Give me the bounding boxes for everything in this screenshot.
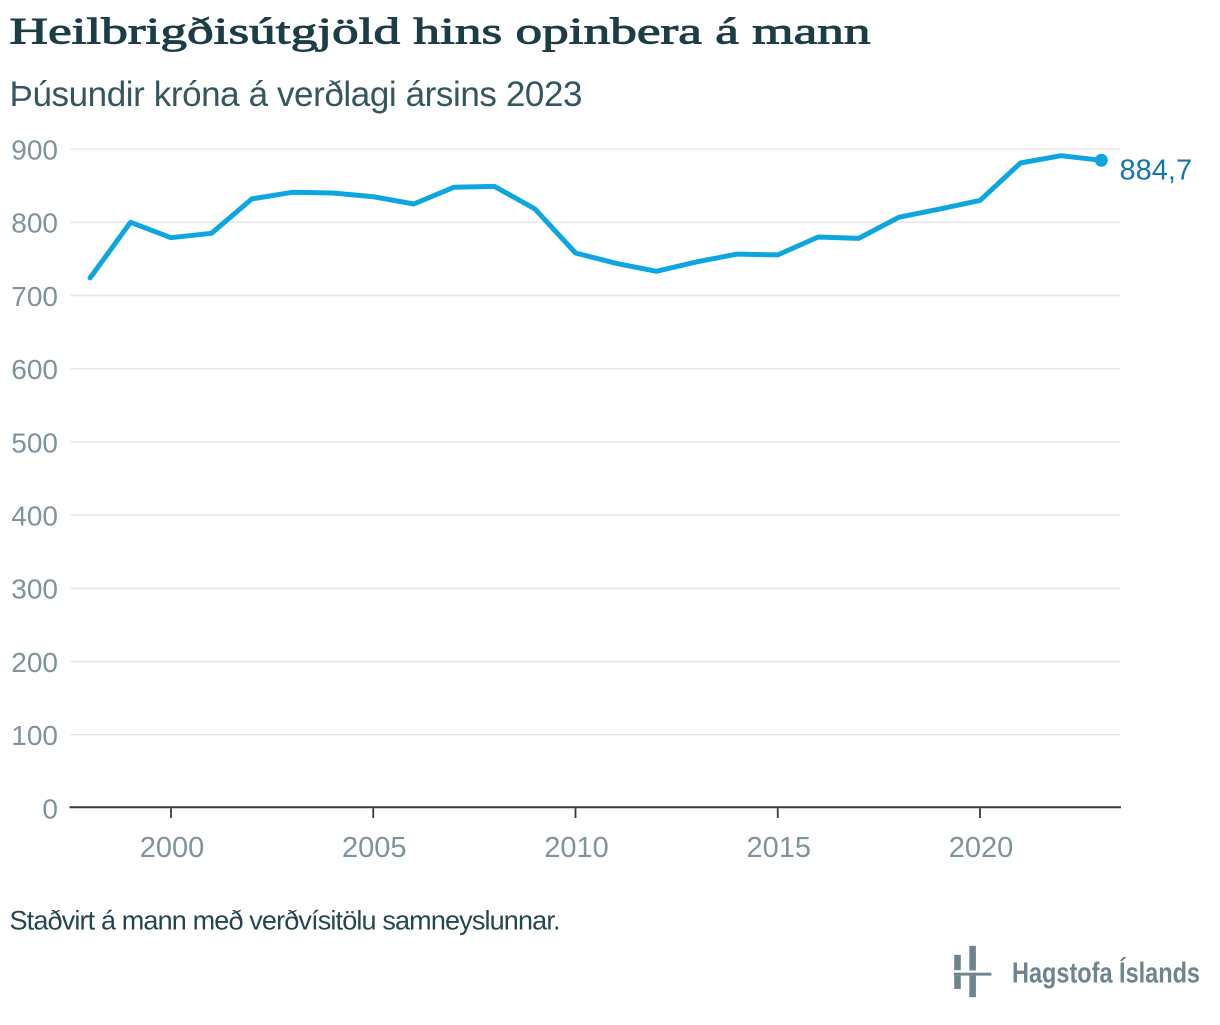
- svg-text:400: 400: [11, 501, 58, 532]
- svg-text:Hagstofa Íslands: Hagstofa Íslands: [1012, 956, 1200, 990]
- svg-text:2000: 2000: [140, 832, 205, 864]
- svg-text:100: 100: [11, 720, 58, 751]
- svg-text:900: 900: [11, 135, 58, 166]
- svg-text:600: 600: [11, 354, 58, 385]
- svg-text:2010: 2010: [544, 832, 609, 864]
- svg-text:Þúsundir króna á verðlagi ársi: Þúsundir króna á verðlagi ársins 2023: [10, 75, 583, 114]
- svg-text:800: 800: [11, 208, 58, 239]
- svg-text:700: 700: [11, 281, 58, 312]
- svg-text:0: 0: [42, 793, 58, 824]
- svg-text:Heilbrigðisútgjöld hins opinbe: Heilbrigðisútgjöld hins opinbera á mann: [10, 12, 871, 53]
- svg-text:200: 200: [11, 647, 58, 678]
- svg-text:Staðvirt á mann með verðvísitö: Staðvirt á mann með verðvísitölu samneys…: [10, 906, 561, 936]
- svg-text:2005: 2005: [342, 832, 407, 864]
- svg-text:300: 300: [11, 574, 58, 605]
- svg-text:2020: 2020: [949, 832, 1014, 864]
- svg-text:884,7: 884,7: [1120, 155, 1193, 187]
- svg-text:500: 500: [11, 427, 58, 458]
- svg-text:2015: 2015: [746, 832, 811, 864]
